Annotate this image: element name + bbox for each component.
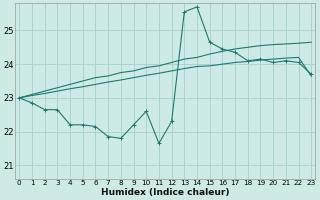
X-axis label: Humidex (Indice chaleur): Humidex (Indice chaleur)	[101, 188, 229, 197]
